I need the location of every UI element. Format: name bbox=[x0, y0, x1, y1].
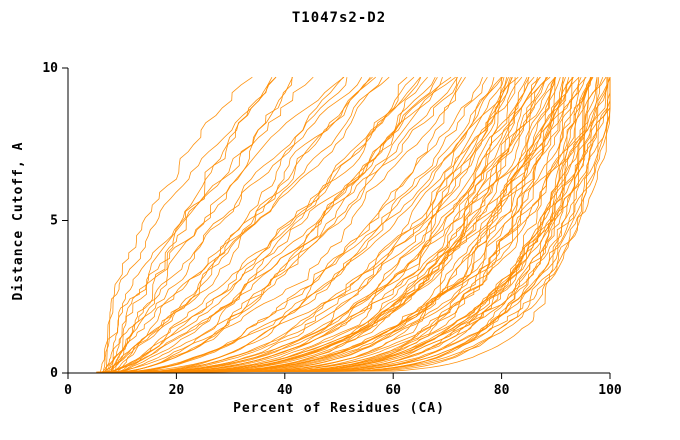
model-curve bbox=[123, 77, 591, 373]
model-curve bbox=[137, 77, 611, 373]
model-curve bbox=[138, 77, 611, 373]
model-curve bbox=[100, 76, 314, 373]
y-tick-label: 0 bbox=[50, 366, 58, 381]
model-curve bbox=[102, 76, 513, 373]
model-curve bbox=[107, 76, 371, 373]
y-tick-label: 5 bbox=[50, 214, 58, 229]
model-curve bbox=[109, 76, 344, 373]
model-curve bbox=[105, 76, 415, 373]
y-tick-label: 10 bbox=[42, 61, 58, 76]
x-tick-label: 40 bbox=[277, 383, 293, 398]
model-curve bbox=[115, 76, 421, 373]
model-curve bbox=[135, 77, 609, 373]
model-curve bbox=[111, 76, 390, 373]
model-curve bbox=[127, 77, 495, 373]
model-curve bbox=[111, 76, 574, 373]
model-curve bbox=[130, 77, 611, 373]
model-curve bbox=[115, 76, 556, 373]
model-curve bbox=[117, 77, 574, 373]
model-curve bbox=[118, 77, 611, 373]
model-curve bbox=[130, 76, 592, 373]
model-curve bbox=[123, 76, 574, 373]
model-curve bbox=[96, 77, 538, 373]
model-curve bbox=[121, 77, 604, 373]
model-curve bbox=[104, 76, 462, 373]
x-tick-label: 20 bbox=[169, 383, 185, 398]
model-curve bbox=[112, 76, 548, 373]
x-tick-label: 100 bbox=[598, 383, 622, 398]
x-tick-label: 80 bbox=[494, 383, 510, 398]
model-curve bbox=[103, 76, 535, 373]
model-curve bbox=[102, 76, 277, 373]
model-curve bbox=[97, 77, 502, 373]
model-curve bbox=[120, 76, 593, 373]
model-curve bbox=[112, 76, 456, 373]
model-curve bbox=[106, 77, 547, 373]
model-curve bbox=[105, 77, 458, 373]
model-curve bbox=[131, 76, 580, 373]
model-curve bbox=[103, 76, 551, 373]
model-curve bbox=[104, 76, 273, 373]
model-curves bbox=[96, 76, 611, 373]
model-curve bbox=[129, 77, 580, 373]
model-curve bbox=[110, 76, 436, 373]
model-curve bbox=[102, 77, 443, 373]
model-curve bbox=[135, 77, 598, 373]
chart-title: T1047s2-D2 bbox=[292, 10, 386, 26]
model-curve bbox=[108, 76, 422, 373]
model-curve bbox=[110, 76, 277, 373]
model-curve bbox=[133, 77, 611, 373]
x-tick-label: 60 bbox=[385, 383, 401, 398]
model-curve bbox=[116, 76, 607, 373]
model-curve bbox=[112, 77, 293, 373]
model-curve bbox=[113, 76, 345, 373]
axis-ticks bbox=[62, 67, 611, 379]
model-curve bbox=[105, 76, 376, 373]
model-curve bbox=[134, 77, 600, 373]
model-curve bbox=[109, 77, 566, 373]
model-curve bbox=[105, 76, 253, 373]
model-curve bbox=[101, 76, 530, 373]
model-curve bbox=[114, 76, 438, 373]
model-curve bbox=[101, 77, 348, 373]
model-curve bbox=[100, 76, 383, 373]
y-axis-label: Distance Cutoff, A bbox=[11, 142, 26, 301]
model-curve bbox=[124, 76, 528, 373]
model-curve bbox=[105, 77, 609, 373]
model-curve bbox=[97, 77, 513, 373]
model-curve bbox=[121, 77, 529, 373]
axis-tick-labels: 0 20 40 60 80 100 0 5 10 bbox=[42, 61, 622, 398]
model-curve bbox=[104, 77, 511, 373]
model-curve bbox=[105, 76, 363, 373]
model-curve bbox=[111, 76, 502, 373]
model-curve bbox=[116, 76, 373, 373]
x-axis-label: Percent of Residues (CA) bbox=[233, 401, 445, 416]
model-curve bbox=[119, 76, 452, 373]
model-curve bbox=[114, 77, 570, 373]
model-curve bbox=[119, 77, 611, 373]
model-curve bbox=[105, 76, 488, 373]
model-curve bbox=[109, 77, 611, 373]
x-tick-label: 0 bbox=[64, 383, 72, 398]
model-curve bbox=[100, 77, 483, 373]
model-curve bbox=[107, 77, 564, 373]
model-curve bbox=[99, 76, 503, 373]
